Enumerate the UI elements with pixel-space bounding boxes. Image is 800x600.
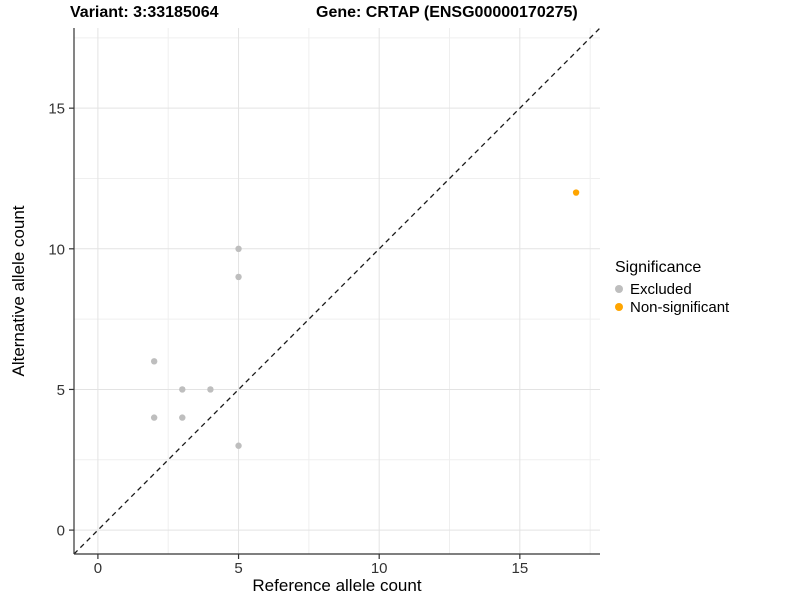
legend-item-label: Excluded (630, 280, 692, 298)
data-point-excluded (235, 442, 242, 449)
y-tick-label: 0 (57, 523, 65, 540)
x-tick-label: 5 (234, 560, 242, 577)
x-axis-title: Reference allele count (252, 576, 422, 595)
legend-item: Non-significant (615, 298, 729, 316)
legend-title: Significance (615, 259, 702, 276)
legend-items: Excluded Non-significant (615, 280, 729, 316)
gene-title: Gene: CRTAP (ENSG00000170275) (316, 4, 578, 21)
identity-reference-line (73, 27, 601, 555)
legend-item-label: Non-significant (630, 298, 730, 316)
data-point-excluded (235, 245, 242, 253)
legend-item: Excluded (615, 280, 729, 298)
y-tick-label: 5 (57, 382, 65, 399)
data-point-excluded (235, 273, 242, 281)
legend: Significance Excluded Non-significant (615, 259, 729, 316)
data-point-excluded (150, 414, 158, 421)
y-tick-label: 15 (48, 101, 65, 118)
y-axis-title: Alternative allele count (9, 205, 28, 377)
x-tick-label: 10 (371, 560, 388, 577)
x-tick-label: 0 (94, 560, 102, 577)
data-point-excluded (179, 414, 186, 421)
data-point-non-significant (572, 189, 580, 196)
y-tick-label: 10 (48, 241, 65, 258)
data-point-excluded (207, 386, 214, 393)
legend-key-dot-icon (615, 303, 623, 311)
legend-key-dot-icon (615, 285, 623, 293)
data-point-excluded (150, 358, 158, 365)
data-point-excluded (179, 386, 186, 393)
variant-title: Variant: 3:33185064 (70, 4, 219, 21)
x-tick-label: 15 (511, 560, 528, 577)
